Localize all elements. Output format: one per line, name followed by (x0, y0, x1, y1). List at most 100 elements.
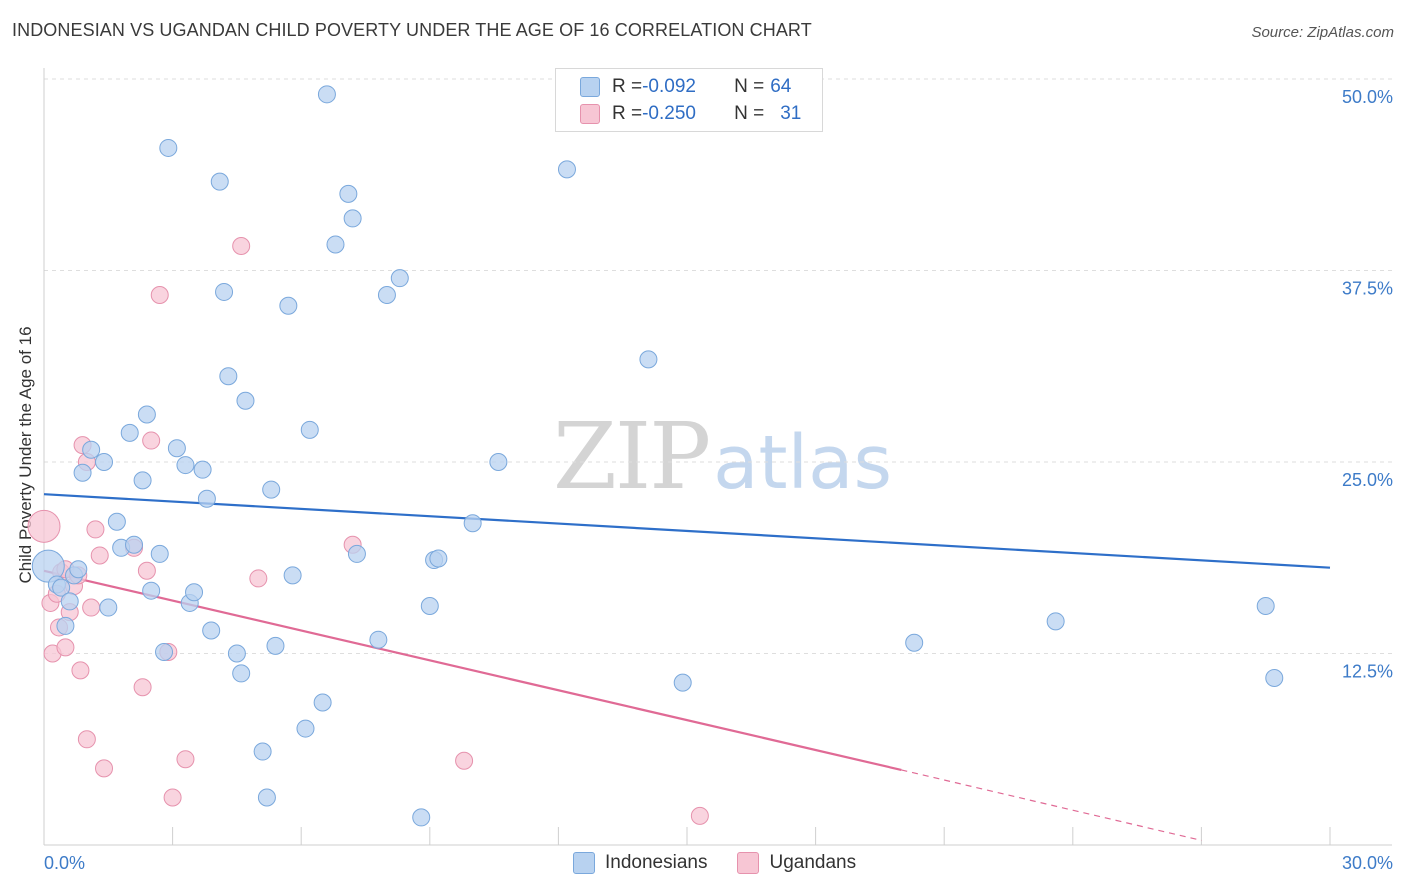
indonesian-point (133, 471, 152, 490)
ugandan-point (90, 546, 109, 565)
indonesian-point (219, 367, 238, 386)
indonesian-point (905, 633, 924, 652)
indonesian-point (137, 405, 156, 424)
series-legend: Indonesians Ugandans (573, 852, 886, 874)
legend-row-indonesians: R = -0.092 N = 64 (580, 75, 791, 99)
ugandan-point (27, 509, 61, 543)
indonesian-point (155, 642, 174, 661)
indonesian-point (557, 160, 576, 179)
indonesian-point (60, 592, 79, 611)
indonesians-swatch (580, 77, 600, 97)
legend-r-value: -0.250 (642, 103, 696, 124)
indonesian-point (313, 693, 332, 712)
legend-r-label: R = (612, 76, 643, 97)
indonesian-point (300, 420, 319, 439)
indonesian-point (463, 514, 482, 533)
indonesian-point (99, 598, 118, 617)
y-tick-label: 37.5% (1342, 279, 1393, 299)
indonesian-point (82, 440, 101, 459)
indonesian-point (369, 630, 388, 649)
indonesian-point (326, 235, 345, 254)
indonesian-point (150, 544, 169, 563)
indonesian-point (489, 453, 508, 471)
legend-label-ugandans: Ugandans (769, 852, 857, 873)
ugandans-swatch (737, 852, 760, 874)
legend-n-value: 64 (770, 76, 792, 97)
indonesian-point (1046, 612, 1065, 631)
indonesian-point (193, 460, 212, 479)
ugandan-point (690, 806, 709, 825)
legend-r-value: -0.092 (642, 76, 696, 97)
indonesian-point (283, 566, 302, 585)
indonesians-swatch (573, 852, 595, 874)
indonesian-point (125, 535, 144, 554)
indonesian-point (159, 138, 178, 157)
watermark: ZIPatlas (553, 403, 892, 510)
indonesian-point (167, 439, 186, 458)
ugandan-point (133, 678, 152, 697)
ugandan-point (95, 759, 114, 778)
indonesian-point (262, 480, 281, 499)
indonesian-point (639, 350, 658, 369)
source-label: Source: ZipAtlas.com (1251, 24, 1394, 41)
ugandan-point (142, 431, 161, 450)
indonesian-point (69, 560, 88, 579)
legend-n-label: N = (734, 103, 765, 124)
x-tick-label: 0.0% (44, 853, 85, 873)
indonesian-point (266, 636, 285, 655)
indonesian-point (197, 489, 216, 508)
tick-labels: 12.5% 25.0% 37.5% 50.0% 0.0% 30.0% (44, 87, 1393, 873)
indonesian-point (227, 644, 246, 663)
ugandan-point (176, 750, 195, 769)
legend-n-value: 31 (780, 103, 802, 124)
indonesian-point (202, 621, 221, 640)
axes (43, 68, 1392, 846)
legend-item-ugandans[interactable]: Ugandans (737, 852, 856, 874)
indonesians-trend-line (43, 493, 1331, 569)
x-tick-label: 30.0% (1342, 853, 1393, 873)
indonesian-point (347, 544, 366, 563)
ugandans-trend-line (43, 569, 902, 772)
indonesian-point (412, 808, 431, 827)
indonesian-point (429, 549, 448, 568)
indonesian-point (339, 184, 358, 203)
ugandan-point (56, 638, 75, 657)
indonesian-point (95, 453, 114, 471)
indonesian-point (210, 172, 229, 191)
indonesian-point (343, 209, 362, 228)
ugandan-point (163, 788, 182, 807)
legend-n-label: N = (734, 76, 765, 97)
indonesian-point (73, 463, 92, 482)
indonesian-point (1256, 597, 1275, 616)
y-tick-label: 12.5% (1342, 662, 1393, 682)
ugandans-swatch (580, 104, 600, 124)
ugandan-point (77, 730, 96, 749)
gridlines (44, 78, 1392, 654)
indonesian-point (420, 597, 439, 616)
indonesian-point (390, 269, 409, 288)
legend-row-ugandans: R = -0.250 N = 31 (580, 102, 801, 126)
ugandan-point (455, 751, 474, 770)
y-tick-label: 50.0% (1342, 87, 1393, 107)
ugandans-trend-extension (901, 769, 1202, 841)
indonesian-point (296, 719, 315, 738)
indonesian-point (52, 578, 71, 597)
indonesian-point (257, 788, 276, 807)
indonesian-point (185, 583, 204, 602)
indonesian-point (107, 512, 126, 531)
ugandan-point (86, 520, 105, 539)
correlation-legend: R = -0.092 N = 64 R = -0.250 N = 31 (555, 68, 823, 132)
indonesian-point (176, 456, 195, 475)
indonesian-point (142, 581, 161, 600)
ugandan-point (71, 661, 90, 680)
indonesian-point (673, 673, 692, 692)
chart-title: INDONESIAN VS UGANDAN CHILD POVERTY UNDE… (12, 20, 812, 40)
legend-item-indonesians[interactable]: Indonesians (573, 852, 707, 874)
indonesian-point (232, 664, 251, 683)
data-points (27, 85, 1284, 827)
indonesian-point (253, 742, 272, 761)
legend-r-label: R = (612, 103, 643, 124)
y-tick-label: 25.0% (1342, 470, 1393, 490)
indonesian-point (120, 423, 139, 442)
